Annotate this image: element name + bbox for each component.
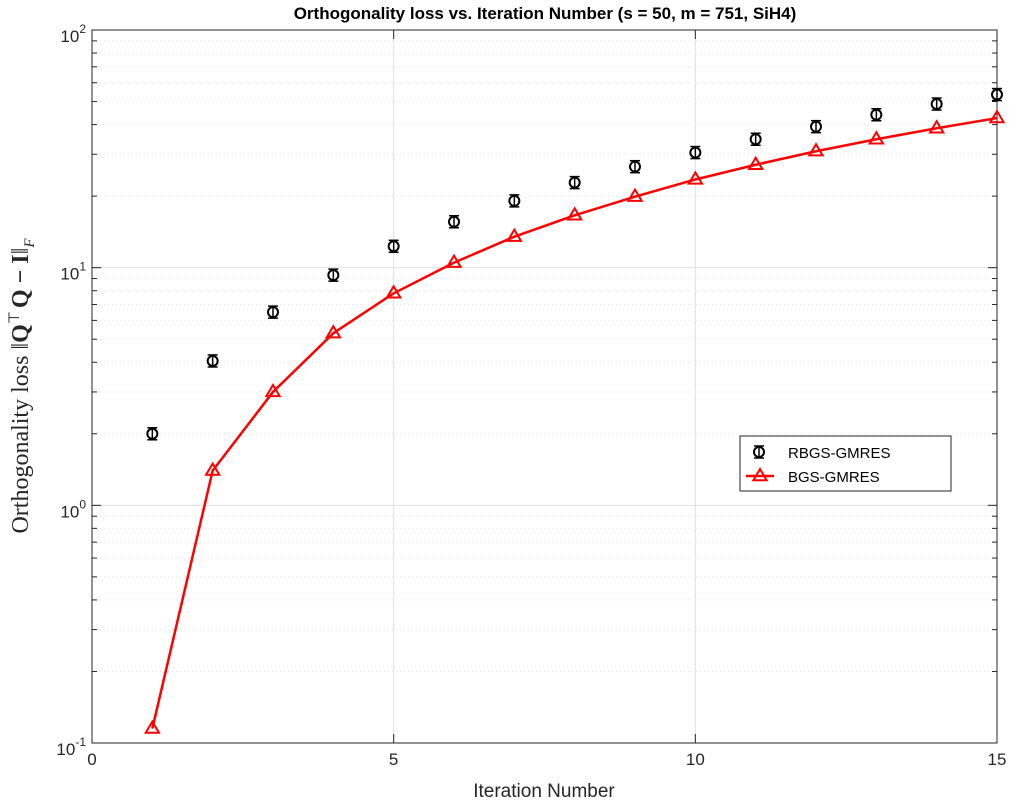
legend-symbol-rbgs	[753, 445, 765, 459]
circle-marker	[387, 240, 400, 253]
circle-marker	[930, 98, 943, 111]
point-bgs-gmres-5	[385, 284, 403, 299]
series-line-bgs-gmres	[151, 116, 998, 729]
y-axis-label: Orthogonality loss ‖Q⊤Q − I‖F	[7, 238, 38, 534]
series-layer	[143, 87, 1006, 734]
point-rbgs-gmres-9	[629, 159, 641, 174]
circle-marker	[870, 108, 883, 121]
point-rbgs-gmres-8	[568, 175, 581, 190]
x-tick-label-1: 5	[389, 750, 398, 769]
point-rbgs-gmres-11	[749, 132, 762, 146]
legend: RBGS-GMRES BGS-GMRES	[739, 435, 952, 492]
point-bgs-gmres-1	[143, 719, 161, 734]
circle-marker	[267, 306, 279, 319]
y-axis-label-subscript: F	[22, 238, 38, 249]
circle-marker	[568, 176, 581, 189]
x-tick-label-0: 0	[87, 750, 96, 769]
point-bgs-gmres-2	[204, 461, 222, 476]
point-bgs-gmres-13	[867, 130, 885, 145]
legend-symbol-bgs	[746, 467, 774, 482]
legend-marker-rbgs	[753, 445, 765, 459]
point-rbgs-gmres-2	[206, 354, 219, 368]
axes-frame	[91, 29, 998, 744]
point-bgs-gmres-8	[566, 206, 584, 221]
grid	[91, 29, 998, 744]
point-rbgs-gmres-10	[689, 145, 702, 160]
point-bgs-gmres-7	[505, 227, 523, 242]
circle-marker	[689, 146, 702, 159]
y-tick-label-2: 101	[60, 260, 86, 284]
point-rbgs-gmres-15	[991, 87, 1003, 102]
point-bgs-gmres-10	[686, 170, 704, 185]
y-tick-label-0: 10-1	[56, 735, 86, 759]
axes-box	[91, 29, 998, 744]
y-tick-label-1: 100	[60, 497, 86, 521]
point-rbgs-gmres-4	[327, 268, 340, 282]
point-bgs-gmres-12	[807, 142, 825, 157]
circle-marker	[629, 160, 641, 173]
point-bgs-gmres-11	[747, 155, 765, 170]
x-tick-label-2: 10	[686, 750, 705, 769]
circle-marker	[206, 354, 219, 367]
point-rbgs-gmres-3	[267, 305, 279, 319]
x-tick-label-3: 15	[988, 750, 1007, 769]
y-axis-label-q1: Q	[8, 324, 34, 343]
legend-label-bgs: BGS-GMRES	[788, 469, 880, 486]
point-bgs-gmres-14	[928, 119, 946, 134]
point-rbgs-gmres-7	[508, 194, 521, 208]
point-rbgs-gmres-1	[146, 427, 159, 441]
y-axis-label-q2: Q − I	[8, 254, 34, 308]
legend-box	[739, 435, 952, 492]
circle-marker	[991, 88, 1003, 101]
point-bgs-gmres-4	[324, 324, 342, 339]
circle-marker	[146, 427, 159, 440]
chart-title: Orthogonality loss vs. Iteration Number …	[294, 4, 797, 23]
circle-marker	[448, 215, 460, 228]
circle-marker	[749, 133, 762, 146]
y-axis-label-prefix: Orthogonality loss	[8, 350, 34, 534]
circle-marker	[810, 120, 822, 133]
legend-marker-bgs	[751, 467, 769, 482]
x-axis-label: Iteration Number	[473, 781, 615, 801]
y-tick-label-3: 102	[60, 22, 86, 46]
x-axis-ticks: 0 5 10 15	[87, 30, 1006, 769]
y-axis-ticks: 10-1 100 101 102	[56, 22, 997, 759]
plot-area	[92, 30, 997, 743]
point-rbgs-gmres-13	[870, 107, 883, 122]
circle-marker	[327, 269, 340, 282]
circle-marker	[753, 446, 765, 458]
point-bgs-gmres-6	[445, 253, 463, 268]
point-bgs-gmres-15	[988, 109, 1006, 124]
y-axis-label-norm-open: ‖	[8, 343, 34, 350]
point-rbgs-gmres-6	[448, 215, 460, 229]
legend-label-rbgs: RBGS-GMRES	[788, 445, 891, 462]
point-rbgs-gmres-14	[930, 97, 943, 111]
point-bgs-gmres-9	[626, 187, 644, 202]
y-axis-label-transpose: ⊤	[7, 311, 23, 324]
point-rbgs-gmres-5	[387, 239, 400, 254]
y-axis-label-norm-close: ‖	[8, 248, 34, 255]
point-bgs-gmres-3	[264, 382, 282, 398]
circle-marker	[508, 194, 521, 207]
point-rbgs-gmres-12	[810, 119, 822, 134]
